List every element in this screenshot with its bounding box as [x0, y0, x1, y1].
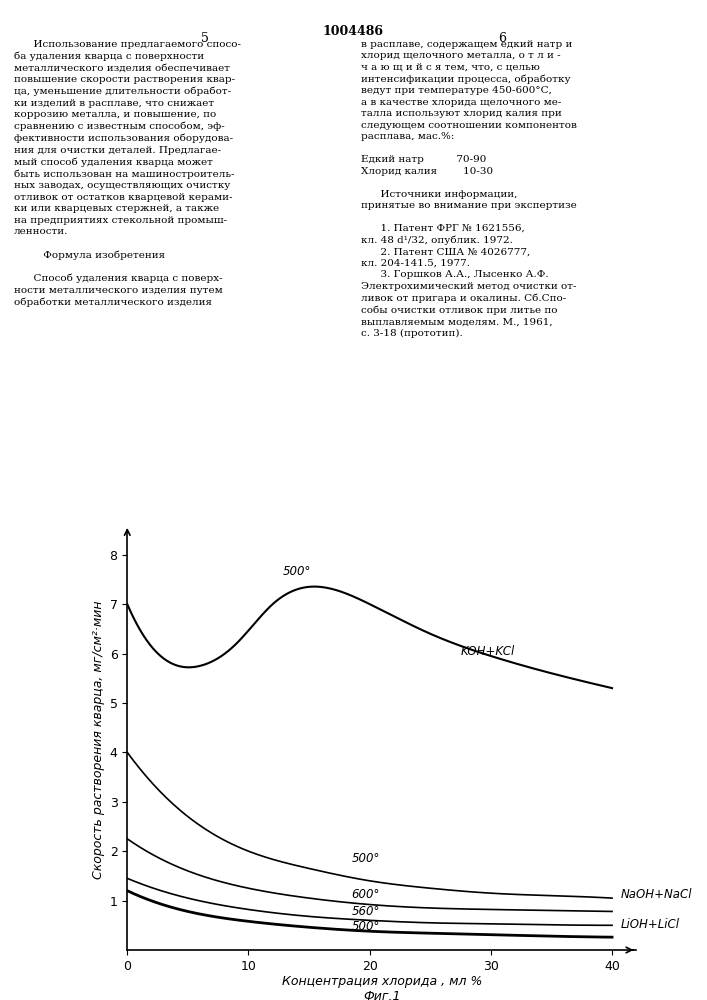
Text: 500°: 500° [351, 920, 380, 933]
Text: в расплаве, содержащем едкий натр и
хлорид щелочного металла, о т л и -
ч а ю щ : в расплаве, содержащем едкий натр и хлор… [361, 40, 576, 338]
Text: 5: 5 [201, 32, 209, 45]
Text: 6: 6 [498, 32, 506, 45]
Text: 500°: 500° [283, 565, 311, 578]
Text: NaOH+NaCl: NaOH+NaCl [621, 888, 692, 901]
Text: KOH+KCl: KOH+KCl [460, 645, 515, 658]
Text: Фиг.1: Фиг.1 [363, 990, 401, 1000]
Text: 1004486: 1004486 [323, 25, 384, 38]
Text: 560°: 560° [351, 905, 380, 918]
X-axis label: Концентрация хлорида , мл %: Концентрация хлорида , мл % [281, 976, 482, 988]
Text: Использование предлагаемого спосо-
ба удаления кварца с поверхности
металлическо: Использование предлагаемого спосо- ба уд… [14, 40, 241, 307]
Text: 600°: 600° [351, 888, 380, 901]
Text: LiOH+LiCl: LiOH+LiCl [621, 918, 679, 931]
Text: 500°: 500° [351, 852, 380, 865]
Y-axis label: Скорость растворения кварца, мг/см²·мин: Скорость растворения кварца, мг/см²·мин [93, 601, 105, 879]
